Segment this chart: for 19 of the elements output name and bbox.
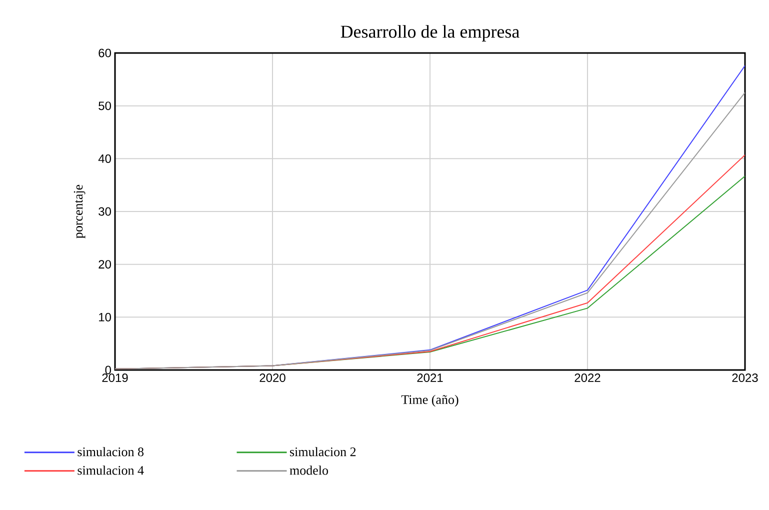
y-axis-title: porcentaje — [74, 184, 86, 238]
y-tick-label: 0 — [105, 366, 112, 374]
y-tick-label: 10 — [99, 312, 112, 322]
x-tick-label: 2019 — [102, 374, 128, 382]
x-tick-label: 2022 — [574, 374, 600, 382]
x-tick-label: 2021 — [417, 374, 443, 382]
legend-label: simulacion 8 — [78, 447, 144, 456]
y-tick-label: 30 — [98, 207, 112, 216]
y-tick-label: 20 — [98, 260, 112, 269]
x-tick-label: 2020 — [260, 374, 286, 382]
legend-label: simulacion 2 — [290, 447, 356, 456]
x-axis-title: Time (año) — [401, 394, 458, 407]
legend-label: modelo — [290, 466, 328, 475]
y-tick-label: 40 — [98, 154, 112, 163]
x-tick-label: 2023 — [732, 374, 758, 382]
legend-label: simulacion 4 — [78, 466, 144, 475]
y-tick-label: 60 — [98, 48, 112, 58]
chart-title: Desarrollo de la empresa — [340, 25, 520, 42]
y-tick-label: 50 — [98, 102, 112, 110]
